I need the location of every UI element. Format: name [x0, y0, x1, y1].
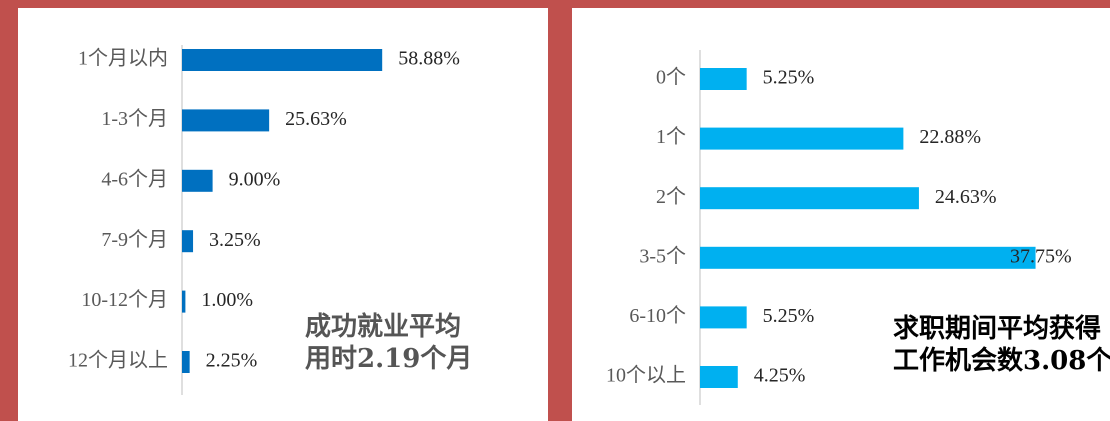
category-label: 0个 — [656, 66, 686, 89]
category-label: 10-12个月 — [81, 288, 168, 311]
value-label: 58.88% — [398, 48, 460, 70]
category-label: 1个 — [656, 125, 686, 148]
value-label: 9.00% — [229, 168, 281, 190]
category-label: 2个 — [656, 185, 686, 208]
value-label: 5.25% — [763, 305, 815, 327]
value-label: 3.25% — [209, 229, 261, 251]
bar — [700, 187, 919, 210]
category-label: 10个以上 — [606, 364, 686, 387]
category-label: 1-3个月 — [101, 107, 168, 130]
category-label: 6-10个 — [629, 304, 686, 327]
bar — [700, 127, 904, 150]
bar — [700, 68, 747, 90]
value-label: 37.75% — [1010, 245, 1072, 267]
category-label: 7-9个月 — [101, 228, 168, 251]
bar — [700, 246, 1036, 269]
category-label: 12个月以上 — [68, 349, 168, 372]
right-panel — [572, 8, 1110, 421]
bar — [182, 290, 186, 313]
annotation: 成功就业平均 — [305, 312, 461, 342]
value-label: 25.63% — [285, 108, 347, 130]
annotation: 工作机会数3.08个 — [893, 346, 1110, 376]
bar — [182, 169, 213, 192]
category-label: 4-6个月 — [101, 167, 168, 190]
annotation: 用时2.19个月 — [305, 344, 472, 374]
value-label: 2.25% — [206, 350, 258, 372]
bar — [182, 109, 270, 132]
category-label: 3-5个 — [639, 244, 686, 267]
value-label: 5.25% — [763, 67, 815, 89]
bar — [700, 306, 747, 329]
value-label: 4.25% — [754, 365, 806, 387]
annotation: 求职期间平均获得 — [893, 314, 1101, 344]
bar — [182, 49, 383, 71]
bar — [182, 351, 190, 373]
bar — [182, 230, 194, 253]
value-label: 1.00% — [201, 289, 253, 311]
bar — [700, 366, 738, 388]
value-label: 22.88% — [919, 126, 981, 148]
value-label: 24.63% — [935, 186, 997, 208]
left-panel — [18, 8, 548, 421]
category-label: 1个月以内 — [78, 47, 168, 70]
